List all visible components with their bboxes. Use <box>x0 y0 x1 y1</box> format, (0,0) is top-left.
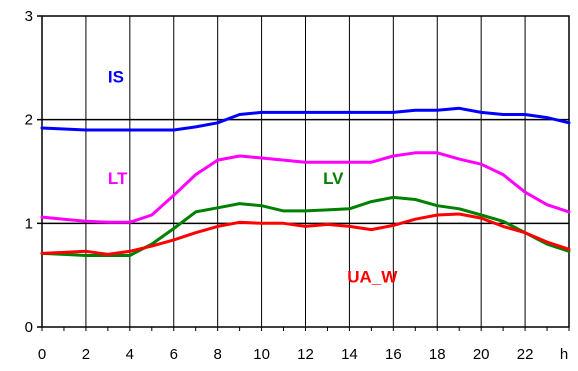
axes <box>37 15 570 331</box>
x-tick-label: 10 <box>253 346 270 363</box>
series-label-is: IS <box>108 67 124 86</box>
series-line-is <box>40 106 571 132</box>
series-line-lt <box>40 151 571 224</box>
x-tick-label: 16 <box>385 346 402 363</box>
y-tick-label: 3 <box>25 8 33 25</box>
y-tick-label: 2 <box>25 112 33 129</box>
x-tick-label: 4 <box>126 346 134 363</box>
series-lines <box>40 106 571 257</box>
y-tick-label: 1 <box>25 215 33 232</box>
x-tick-label: 6 <box>170 346 178 363</box>
series-label-lt: LT <box>108 169 128 188</box>
x-tick-label: 18 <box>429 346 446 363</box>
y-tick-label: 0 <box>25 319 33 336</box>
x-tick-label: 12 <box>297 346 314 363</box>
series-line-lv <box>40 195 571 257</box>
x-tick-label: 8 <box>213 346 221 363</box>
x-tick-label: 0 <box>38 346 46 363</box>
series-labels: IS LT LV UA_W <box>108 67 398 286</box>
series-label-lv: LV <box>323 169 344 188</box>
series-line-ua-w <box>40 212 571 256</box>
x-tick-label: 2 <box>82 346 90 363</box>
series-label-ua-w: UA_W <box>347 267 398 286</box>
x-tick-label: 14 <box>341 346 358 363</box>
x-tick-label: 20 <box>473 346 490 363</box>
x-tick-label: 22 <box>517 346 534 363</box>
x-axis-unit-label: h <box>560 346 568 363</box>
